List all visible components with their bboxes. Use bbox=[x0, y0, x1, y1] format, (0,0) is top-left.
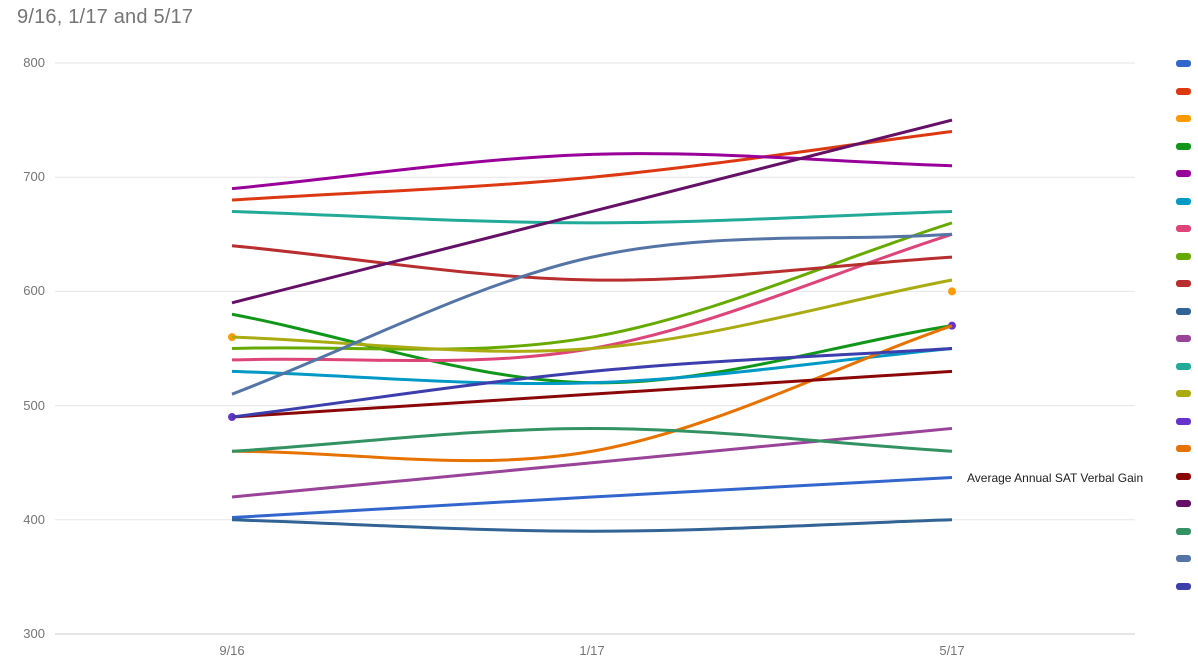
legend-swatch-s9[interactable] bbox=[1176, 280, 1191, 287]
x-axis-label: 5/17 bbox=[939, 643, 965, 658]
series-point-s3[interactable] bbox=[948, 287, 956, 296]
legend-swatch-s20[interactable] bbox=[1176, 582, 1191, 590]
series-line-s10[interactable] bbox=[231, 518, 953, 533]
y-axis-label: 700 bbox=[23, 169, 45, 185]
legend-swatch-s2[interactable] bbox=[1176, 87, 1191, 95]
series-line-s12[interactable] bbox=[231, 209, 953, 225]
series-line-s11[interactable] bbox=[231, 426, 953, 499]
x-axis-label: 9/16 bbox=[219, 643, 245, 658]
y-axis-label: 800 bbox=[23, 55, 45, 70]
annotation-label: Average Annual SAT Verbal Gain bbox=[967, 470, 1144, 485]
series-line-s15[interactable] bbox=[231, 324, 953, 463]
y-axis-label: 600 bbox=[23, 283, 45, 299]
legend-swatch-s15[interactable] bbox=[1176, 445, 1191, 452]
y-axis-label: 400 bbox=[23, 511, 45, 527]
legend-swatch-s11[interactable] bbox=[1176, 335, 1191, 342]
legend-swatch-s14[interactable] bbox=[1176, 417, 1191, 425]
legend-swatch-s4[interactable] bbox=[1176, 142, 1191, 150]
series-line-s19[interactable] bbox=[231, 232, 953, 396]
legend-swatch-s19[interactable] bbox=[1176, 555, 1191, 562]
legend bbox=[1176, 60, 1198, 620]
series-line-s6[interactable] bbox=[231, 347, 953, 386]
series-line-s2[interactable] bbox=[231, 130, 953, 202]
legend-swatch-s7[interactable] bbox=[1176, 225, 1191, 232]
legend-swatch-s17[interactable] bbox=[1176, 500, 1191, 507]
y-axis-label: 300 bbox=[23, 626, 45, 641]
series-line-s16[interactable] bbox=[231, 369, 953, 419]
legend-swatch-s16[interactable] bbox=[1176, 472, 1191, 480]
legend-swatch-s13[interactable] bbox=[1176, 390, 1191, 397]
series-line-s1[interactable] bbox=[231, 476, 953, 520]
series-line-s20[interactable] bbox=[231, 347, 953, 419]
legend-swatch-s6[interactable] bbox=[1176, 197, 1191, 205]
legend-swatch-s10[interactable] bbox=[1176, 307, 1191, 315]
series-line-s9[interactable] bbox=[231, 244, 953, 282]
series-line-s5[interactable] bbox=[231, 152, 953, 191]
chart-title: 9/16, 1/17 and 5/17 bbox=[17, 6, 194, 28]
legend-swatch-s18[interactable] bbox=[1176, 527, 1191, 535]
legend-swatch-s5[interactable] bbox=[1176, 170, 1191, 177]
x-axis-label: 1/17 bbox=[579, 643, 605, 658]
legend-swatch-s8[interactable] bbox=[1176, 252, 1191, 260]
series-line-s13[interactable] bbox=[231, 278, 953, 353]
y-axis-label: 500 bbox=[23, 397, 45, 413]
legend-swatch-s1[interactable] bbox=[1176, 60, 1191, 67]
series-line-s17[interactable] bbox=[231, 118, 953, 305]
series-line-s8[interactable] bbox=[231, 221, 953, 351]
series-line-s18[interactable] bbox=[231, 426, 953, 453]
legend-swatch-s12[interactable] bbox=[1176, 362, 1191, 370]
legend-swatch-s3[interactable] bbox=[1176, 115, 1191, 122]
